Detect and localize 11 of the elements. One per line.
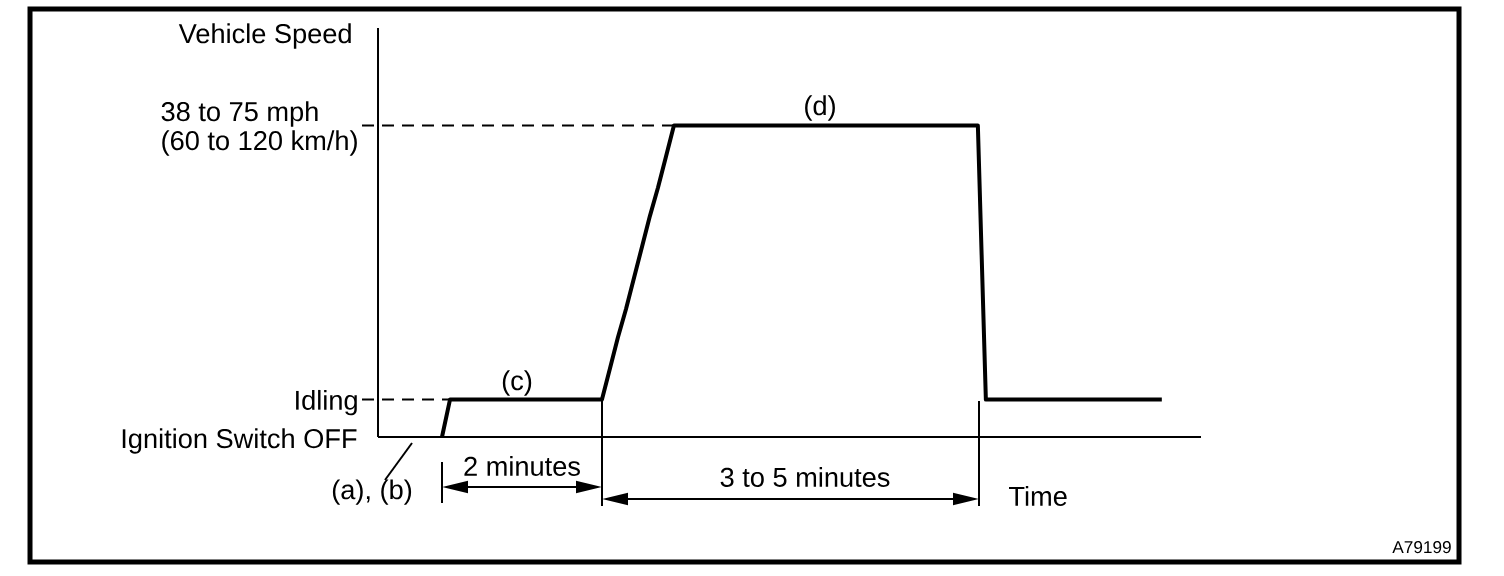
ref-line-label: Idling [296,389,357,416]
text: (d) [805,95,835,121]
y-axis-title: Vehicle Speed [178,23,351,49]
text: 2 minutes [464,456,580,476]
text: 3 to 5 minutes [720,467,890,487]
text: (a), (b) [332,479,412,505]
ref-line-label: 38 to 75 mph (60 to 120 km/h) [161,101,357,156]
x-axis-title: Time [1009,486,1067,506]
annotation: (c) [502,370,532,396]
text: Ignition Switch OFF [122,428,357,454]
text: A79199 [1392,540,1451,554]
